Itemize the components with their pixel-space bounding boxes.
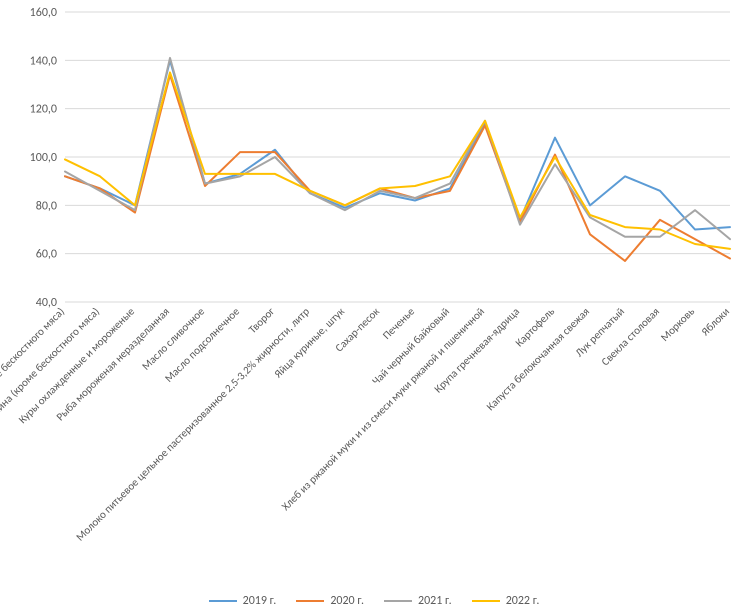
legend-swatch [472,600,500,602]
chart-svg: 40,060,080,0100,0120,0140,0160,0Говядина… [0,0,748,616]
svg-text:Морковь: Морковь [658,305,697,344]
svg-text:100,0: 100,0 [30,151,57,165]
svg-text:80,0: 80,0 [36,199,57,213]
svg-text:Масло сливочное: Масло сливочное [139,305,207,373]
legend-swatch [296,600,324,602]
legend-item: 2022 г. [472,594,540,608]
svg-text:120,0: 120,0 [30,103,57,117]
legend-item: 2020 г. [296,594,364,608]
legend-swatch [384,600,412,602]
legend-label: 2021 г. [418,594,452,608]
legend-item: 2021 г. [384,594,452,608]
svg-text:160,0: 160,0 [30,6,57,20]
legend: 2019 г. 2020 г. 2021 г. 2022 г. [0,592,748,608]
legend-label: 2022 г. [506,594,540,608]
svg-text:60,0: 60,0 [36,248,57,262]
legend-label: 2019 г. [243,594,277,608]
line-chart: 40,060,080,0100,0120,0140,0160,0Говядина… [0,0,748,616]
svg-text:140,0: 140,0 [30,54,57,68]
legend-item: 2019 г. [209,594,277,608]
svg-text:Творог: Творог [246,305,277,336]
legend-swatch [209,600,237,602]
svg-text:Яблоки: Яблоки [699,305,732,338]
legend-label: 2020 г. [330,594,364,608]
